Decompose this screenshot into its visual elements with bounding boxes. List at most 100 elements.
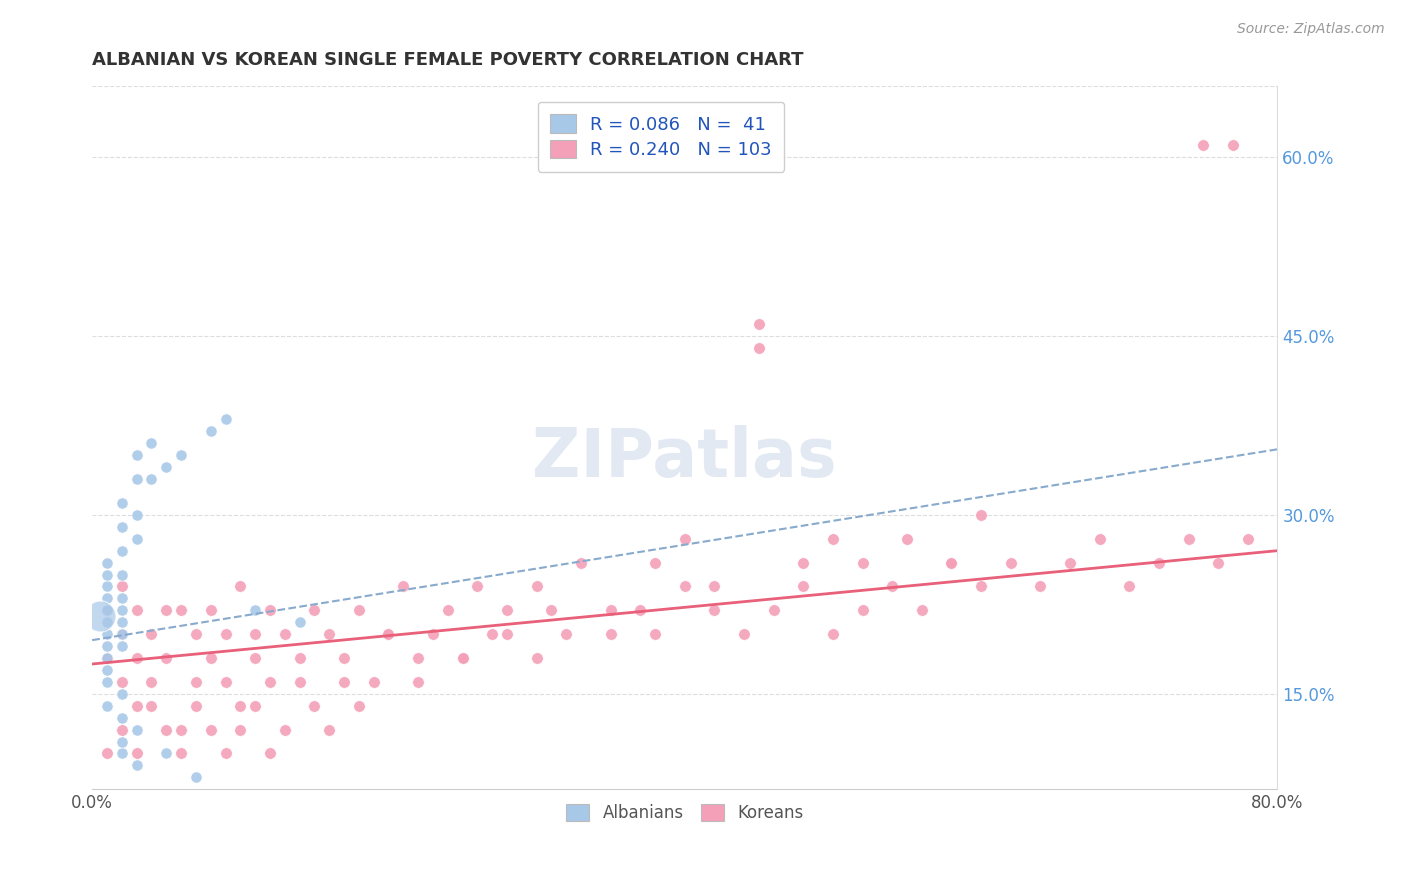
Point <box>481 627 503 641</box>
Point <box>170 448 193 462</box>
Point <box>599 603 621 617</box>
Point <box>243 627 266 641</box>
Point <box>125 747 148 761</box>
Point <box>111 627 134 641</box>
Text: Source: ZipAtlas.com: Source: ZipAtlas.com <box>1237 22 1385 37</box>
Point <box>200 425 222 439</box>
Point <box>243 651 266 665</box>
Point <box>333 674 356 689</box>
Point <box>422 627 444 641</box>
Point <box>496 627 519 641</box>
Point <box>96 747 118 761</box>
Point <box>111 747 134 761</box>
Point <box>111 567 134 582</box>
Point <box>451 651 474 665</box>
Point <box>748 341 770 355</box>
Text: ZIPatlas: ZIPatlas <box>533 425 837 491</box>
Point <box>555 627 578 641</box>
Point <box>243 698 266 713</box>
Point <box>214 747 236 761</box>
Point <box>96 556 118 570</box>
Point <box>111 496 134 510</box>
Point <box>451 651 474 665</box>
Point <box>1118 579 1140 593</box>
Point <box>200 603 222 617</box>
Point <box>304 603 326 617</box>
Point <box>274 627 297 641</box>
Point <box>703 603 725 617</box>
Point <box>436 603 458 617</box>
Point <box>941 556 963 570</box>
Point <box>111 687 134 701</box>
Point <box>851 556 873 570</box>
Point <box>170 603 193 617</box>
Point <box>1222 138 1244 153</box>
Point <box>274 723 297 737</box>
Point <box>792 556 814 570</box>
Point <box>155 651 177 665</box>
Point <box>170 747 193 761</box>
Point <box>184 674 207 689</box>
Point <box>628 603 651 617</box>
Point <box>96 674 118 689</box>
Point <box>1192 138 1215 153</box>
Point <box>96 698 118 713</box>
Point <box>288 651 311 665</box>
Point <box>141 698 163 713</box>
Point <box>184 698 207 713</box>
Point <box>821 627 844 641</box>
Point <box>406 651 429 665</box>
Point <box>1236 532 1258 546</box>
Point <box>243 603 266 617</box>
Point <box>111 579 134 593</box>
Legend: Albanians, Koreans: Albanians, Koreans <box>554 792 815 834</box>
Point <box>1000 556 1022 570</box>
Point <box>673 532 696 546</box>
Point <box>125 698 148 713</box>
Point <box>851 603 873 617</box>
Point <box>259 603 281 617</box>
Point <box>970 508 993 522</box>
Point <box>141 627 163 641</box>
Point <box>125 603 148 617</box>
Point <box>526 579 548 593</box>
Point <box>821 532 844 546</box>
Point <box>1059 556 1081 570</box>
Point <box>673 579 696 593</box>
Point <box>125 472 148 486</box>
Point <box>111 615 134 630</box>
Point <box>540 603 562 617</box>
Point <box>111 543 134 558</box>
Point <box>214 627 236 641</box>
Point <box>318 723 340 737</box>
Point <box>184 770 207 784</box>
Point <box>125 508 148 522</box>
Point <box>111 627 134 641</box>
Point <box>111 723 134 737</box>
Point <box>941 556 963 570</box>
Point <box>96 663 118 677</box>
Point <box>229 698 252 713</box>
Point <box>288 674 311 689</box>
Point <box>762 603 785 617</box>
Point <box>214 412 236 426</box>
Point <box>792 579 814 593</box>
Point <box>96 579 118 593</box>
Point <box>155 747 177 761</box>
Point <box>644 627 666 641</box>
Point <box>96 591 118 606</box>
Point <box>111 674 134 689</box>
Point <box>125 448 148 462</box>
Point <box>392 579 415 593</box>
Point <box>96 567 118 582</box>
Point <box>882 579 904 593</box>
Point <box>96 639 118 653</box>
Point <box>214 674 236 689</box>
Point <box>1206 556 1229 570</box>
Point <box>703 579 725 593</box>
Point <box>1029 579 1052 593</box>
Point <box>125 723 148 737</box>
Point <box>141 674 163 689</box>
Point <box>970 579 993 593</box>
Point <box>155 603 177 617</box>
